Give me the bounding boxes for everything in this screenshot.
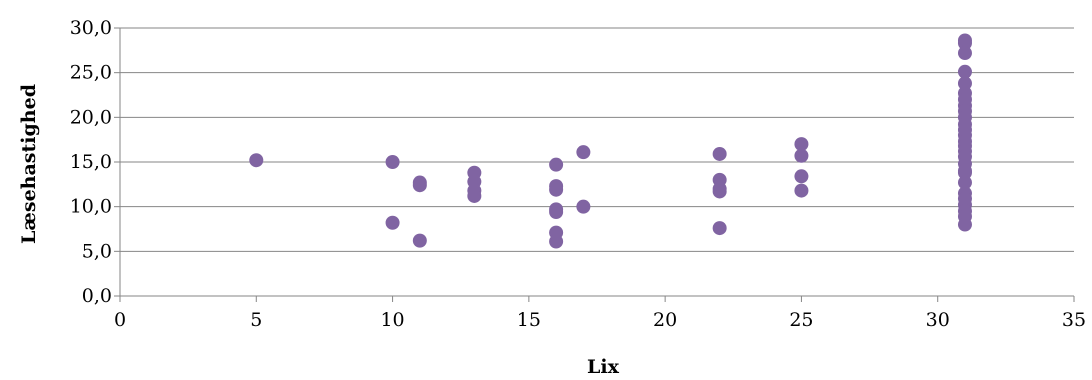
data-point <box>794 137 809 152</box>
y-tick-label: 0,0 <box>82 285 112 307</box>
data-point <box>957 64 972 79</box>
data-point <box>794 148 809 163</box>
data-point <box>549 205 564 220</box>
x-tick-label: 30 <box>926 309 950 331</box>
x-tick-label: 20 <box>653 309 677 331</box>
x-axis-title: Lix <box>587 356 620 378</box>
y-tick-label: 5,0 <box>82 240 112 262</box>
y-axis-title: Læsehastighed <box>18 84 40 244</box>
x-tick-label: 25 <box>789 309 813 331</box>
data-point <box>576 199 591 214</box>
data-point <box>576 145 591 160</box>
x-tick-label: 15 <box>517 309 541 331</box>
data-point <box>249 153 264 168</box>
x-tick-label: 10 <box>380 309 404 331</box>
axes <box>114 27 1075 302</box>
data-point <box>712 221 727 236</box>
y-tick-label: 20,0 <box>70 106 112 128</box>
y-tick-label: 30,0 <box>70 17 112 39</box>
data-point <box>549 234 564 249</box>
gridlines <box>120 27 1074 252</box>
data-point <box>957 217 972 232</box>
data-points <box>249 33 972 249</box>
data-point <box>385 215 400 230</box>
data-point <box>794 169 809 184</box>
data-point <box>957 76 972 91</box>
data-point <box>467 188 482 203</box>
data-point <box>957 165 972 180</box>
data-point <box>385 155 400 169</box>
y-tick-labels: 0,0 5,0 10,0 15,0 20,0 25,0 30,0 <box>70 17 112 307</box>
data-point <box>712 184 727 199</box>
y-tick-label: 15,0 <box>70 151 112 173</box>
x-tick-label: 5 <box>250 309 262 331</box>
data-point <box>712 146 727 161</box>
x-tick-label: 35 <box>1062 309 1086 331</box>
data-point <box>957 36 972 51</box>
x-tick-labels: 0 5 10 15 20 25 30 35 <box>114 309 1086 331</box>
y-tick-label: 25,0 <box>70 62 112 84</box>
y-tick-label: 10,0 <box>70 196 112 218</box>
data-point <box>549 182 564 197</box>
data-point <box>412 233 427 248</box>
data-point <box>957 175 972 190</box>
x-tick-label: 0 <box>114 309 126 331</box>
data-point <box>957 46 972 61</box>
data-point <box>794 183 809 198</box>
data-point <box>549 157 564 172</box>
data-point <box>412 178 427 193</box>
